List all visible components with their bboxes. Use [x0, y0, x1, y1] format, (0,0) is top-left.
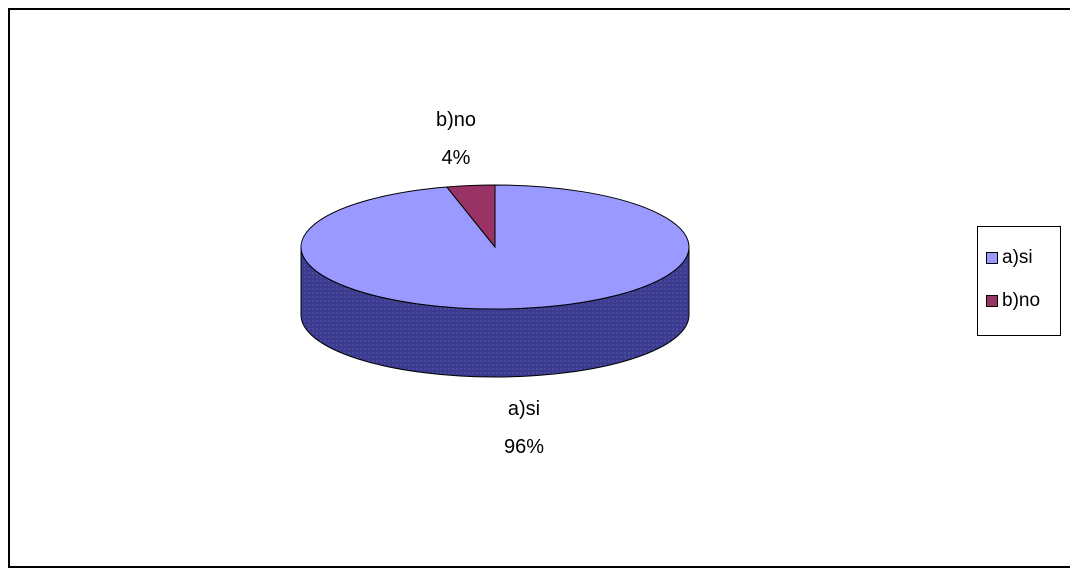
pie-chart: b)no 4% a)si 96% [300, 109, 690, 458]
legend-label-si: a)si [1002, 247, 1033, 268]
pie-slice-no [445, 184, 496, 249]
legend-label-no: b)no [1002, 290, 1041, 311]
legend-item-si: a)si [986, 247, 1033, 269]
legend-swatch-si [986, 252, 998, 264]
legend-item-no: b)no [986, 290, 1040, 312]
slice-label-no-percent: 4% [442, 147, 471, 169]
legend: a)si b)no [977, 226, 1061, 336]
slice-label-si-percent: 96% [504, 436, 544, 458]
slice-label-si-category: a)si [508, 398, 540, 420]
legend-swatch-no [986, 295, 998, 307]
slice-label-no-category: b)no [436, 109, 476, 131]
